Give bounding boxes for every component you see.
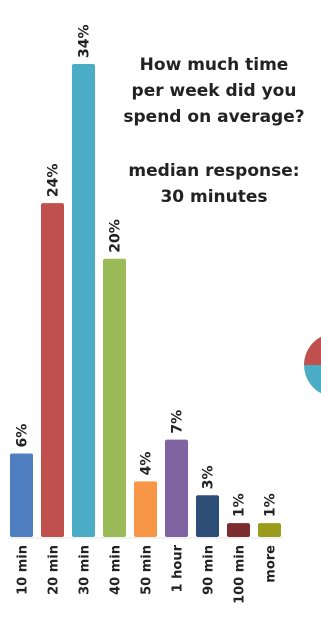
value-label-8: 1% — [263, 493, 279, 517]
value-label-5: 7% — [170, 410, 186, 434]
chart-title-line-3: spend on average? — [123, 107, 305, 127]
median-annotation-line-1: median response: — [128, 161, 300, 181]
bar-6 — [196, 495, 219, 537]
pie-slice-teal — [304, 365, 321, 394]
category-label-7: 100 min — [233, 545, 248, 604]
median-annotation: median response: 30 minutes — [112, 158, 316, 210]
value-label-0: 6% — [15, 424, 31, 448]
bar-1 — [41, 203, 64, 537]
category-label-6: 90 min — [202, 545, 217, 595]
bar-8 — [258, 523, 281, 537]
chart-title: How much time per week did you spend on … — [112, 52, 316, 130]
bar-0 — [10, 453, 33, 537]
value-label-7: 1% — [232, 493, 248, 517]
value-label-3: 20% — [108, 219, 124, 253]
category-label-5: 1 hour — [171, 544, 186, 592]
pie-slice-red — [304, 336, 321, 365]
category-label-8: more — [264, 545, 279, 583]
bar-7 — [227, 523, 250, 537]
category-label-4: 50 min — [140, 545, 155, 595]
category-label-3: 40 min — [109, 545, 124, 595]
bar-5 — [165, 439, 188, 537]
category-label-0: 10 min — [16, 545, 31, 595]
value-label-2: 34% — [77, 24, 93, 58]
bar-3 — [103, 258, 126, 537]
category-label-2: 30 min — [78, 545, 93, 595]
chart-title-line-2: per week did you — [131, 81, 297, 101]
value-label-1: 24% — [46, 164, 62, 198]
value-label-6: 3% — [201, 465, 217, 489]
chart-title-line-1: How much time — [139, 55, 289, 75]
bar-2 — [72, 64, 95, 537]
median-annotation-line-2: 30 minutes — [160, 187, 268, 207]
category-label-1: 20 min — [47, 545, 62, 595]
value-label-4: 4% — [139, 452, 155, 476]
bar-4 — [134, 481, 157, 537]
